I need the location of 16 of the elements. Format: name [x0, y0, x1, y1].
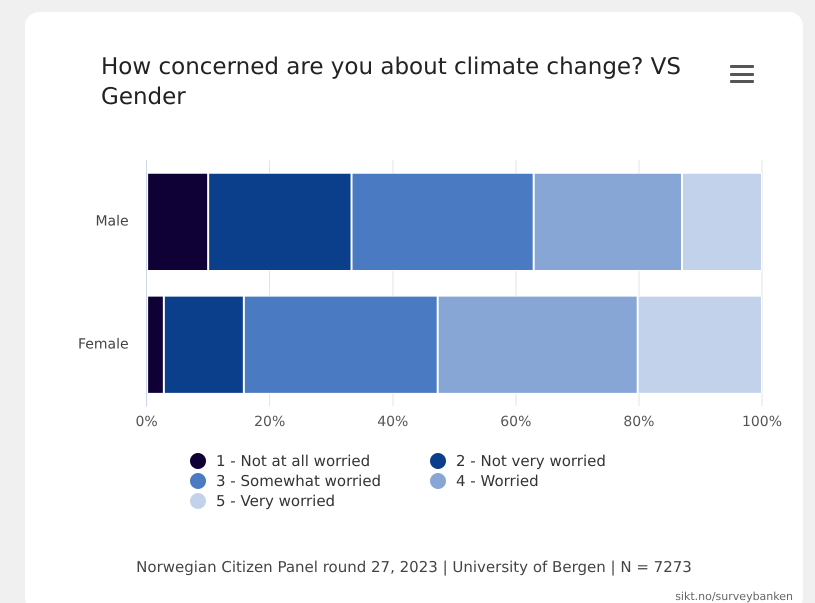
y-tick-label: Male — [95, 213, 129, 230]
x-tick-label: 40% — [377, 414, 408, 430]
legend-label: 3 - Somewhat worried — [216, 472, 382, 490]
legend-label: 4 - Worried — [456, 472, 539, 490]
text: Norwegian Citizen Panel round 27, 2023 | University of Bergen | N = 7273 — [135, 558, 693, 576]
x-tick-label: 0% — [136, 414, 158, 430]
legend-label: 2 - Not very worried — [456, 452, 606, 470]
legend-label: 1 - Not at all worried — [216, 452, 370, 470]
x-tick-label: 20% — [254, 414, 286, 430]
y-tick-label: Female — [78, 336, 129, 352]
x-tick-label: 80% — [623, 414, 654, 430]
x-tick-label: 60% — [500, 414, 532, 430]
x-tick-label: 100% — [742, 414, 782, 430]
text: sikt.no/surveybanken — [675, 590, 793, 603]
chart-title: How concerned are you about climate change? VS Gender — [101, 53, 682, 112]
legend-label: 5 - Very worried — [216, 492, 336, 510]
